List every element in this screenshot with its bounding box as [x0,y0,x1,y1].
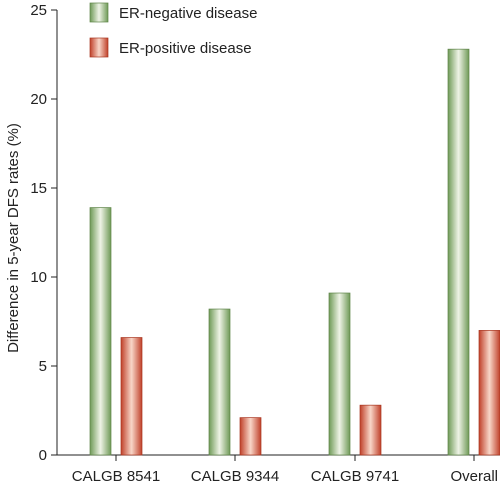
x-ticks: CALGB 8541 CALGB 9344 CALGB 9741 Overall [72,455,498,485]
bar-er-negative [89,207,112,456]
x-tick-label: CALGB 9741 [311,468,399,485]
legend-item-er-positive: ER-positive disease [89,37,252,58]
bar-er-negative [447,48,470,456]
bar-er-positive [239,417,262,456]
legend-label-er-positive: ER-positive disease [119,40,252,57]
legend: ER-negative disease ER-positive disease [89,2,257,58]
y-ticks: 0 5 10 15 20 25 [30,2,57,464]
bar-er-negative [328,292,351,456]
y-tick-label: 5 [39,358,47,375]
y-tick-label: 10 [30,269,47,286]
legend-item-er-negative: ER-negative disease [89,2,257,23]
bar-er-negative [208,308,231,456]
bars [89,48,500,456]
x-tick-label: CALGB 8541 [72,468,160,485]
legend-swatch-er-positive [89,37,109,58]
legend-swatch-er-negative [89,2,109,23]
y-tick-label: 15 [30,180,47,197]
x-tick-label: CALGB 9344 [191,468,279,485]
bar-er-positive [478,330,500,456]
legend-label-er-negative: ER-negative disease [119,5,257,22]
y-tick-label: 20 [30,91,47,108]
y-tick-label: 25 [30,2,47,19]
x-tick-label: Overall [450,468,498,485]
bar-er-positive [120,337,143,456]
bar-er-positive [359,404,382,456]
y-tick-label: 0 [39,447,47,464]
y-axis-title: Difference in 5-year DFS rates (%) [5,123,22,353]
